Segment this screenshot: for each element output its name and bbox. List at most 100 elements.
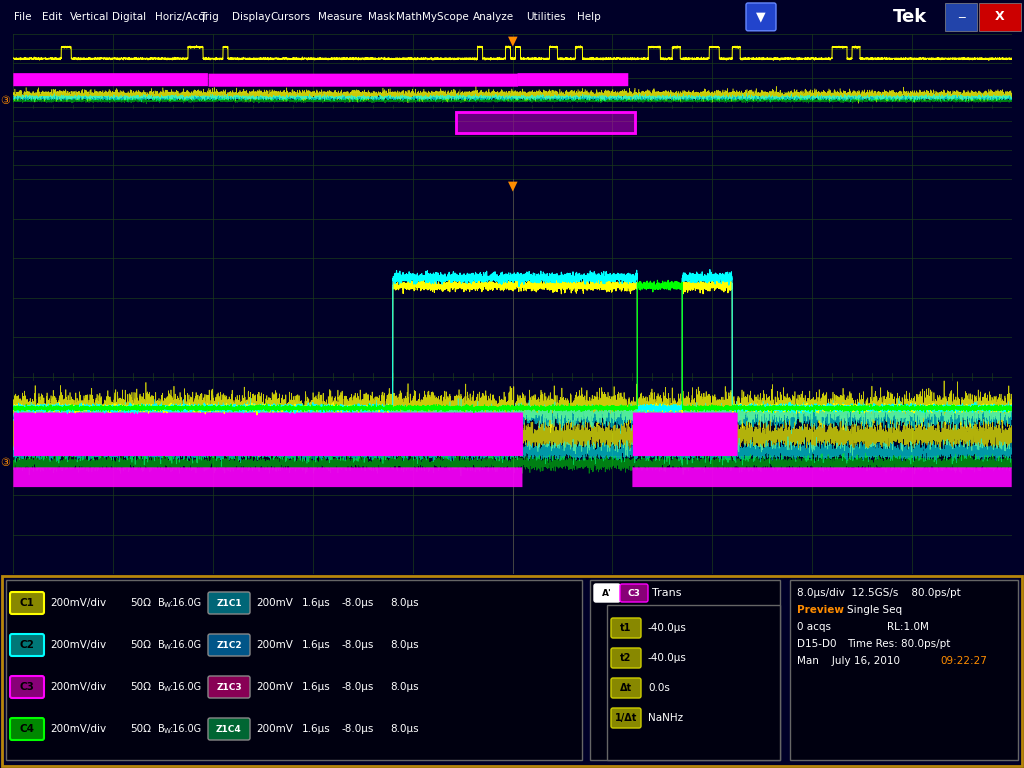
FancyBboxPatch shape — [10, 676, 44, 698]
Text: ▼: ▼ — [756, 11, 766, 23]
Text: Mask: Mask — [368, 12, 395, 22]
Text: 50Ω: 50Ω — [130, 682, 151, 692]
Bar — [590, 580, 780, 760]
Text: C1: C1 — [19, 598, 35, 608]
Text: 8.0μs: 8.0μs — [390, 598, 419, 608]
Text: 50Ω: 50Ω — [130, 724, 151, 734]
Text: B: B — [158, 598, 165, 608]
Text: 200mV/div: 200mV/div — [50, 640, 106, 650]
Text: B: B — [158, 682, 165, 692]
Text: 8.0μs: 8.0μs — [390, 724, 419, 734]
Bar — [456, 112, 635, 133]
Text: Trig: Trig — [200, 12, 219, 22]
Text: 8.0μs: 8.0μs — [390, 640, 419, 650]
Text: Trans: Trans — [652, 588, 682, 598]
Text: 200mV/div: 200mV/div — [50, 682, 106, 692]
Text: -8.0μs: -8.0μs — [342, 682, 375, 692]
Text: :16.0G: :16.0G — [170, 598, 202, 608]
Bar — [456, 112, 635, 133]
Text: 200mV: 200mV — [256, 682, 293, 692]
Bar — [607, 605, 780, 760]
Text: Time Res: 80.0ps/pt: Time Res: 80.0ps/pt — [847, 639, 950, 649]
Text: 1.6μs: 1.6μs — [302, 682, 331, 692]
Text: 8.0μs/div  12.5GS/s    80.0ps/pt: 8.0μs/div 12.5GS/s 80.0ps/pt — [797, 588, 961, 598]
Text: 200mV: 200mV — [256, 598, 293, 608]
Text: :16.0G: :16.0G — [170, 640, 202, 650]
Bar — [979, 3, 1021, 31]
Text: Analyze: Analyze — [473, 12, 514, 22]
Text: Measure: Measure — [318, 12, 362, 22]
Text: Tek: Tek — [893, 8, 927, 26]
Text: Z1C1: Z1C1 — [216, 598, 242, 607]
Text: 200mV: 200mV — [256, 640, 293, 650]
Text: 09:22:27: 09:22:27 — [940, 656, 987, 666]
Text: ③: ③ — [0, 458, 10, 468]
Text: W: W — [164, 728, 171, 734]
Text: Help: Help — [577, 12, 601, 22]
Text: NaNHz: NaNHz — [648, 713, 683, 723]
Text: Math: Math — [396, 12, 422, 22]
Bar — [945, 3, 977, 31]
Text: Man    July 16, 2010: Man July 16, 2010 — [797, 656, 900, 666]
Text: A': A' — [602, 588, 612, 598]
FancyBboxPatch shape — [611, 648, 641, 668]
Text: Edit: Edit — [42, 12, 62, 22]
Text: C3: C3 — [19, 682, 35, 692]
Text: W: W — [164, 686, 171, 692]
Text: C4: C4 — [19, 724, 35, 734]
Text: Cursors: Cursors — [270, 12, 310, 22]
Text: 200mV/div: 200mV/div — [50, 598, 106, 608]
FancyBboxPatch shape — [611, 678, 641, 698]
Text: -40.0μs: -40.0μs — [648, 623, 687, 633]
Text: 1.6μs: 1.6μs — [302, 598, 331, 608]
FancyBboxPatch shape — [208, 634, 250, 656]
Text: Z1C4: Z1C4 — [216, 724, 242, 733]
Text: Vertical: Vertical — [70, 12, 110, 22]
Text: 1.6μs: 1.6μs — [302, 640, 331, 650]
FancyBboxPatch shape — [208, 592, 250, 614]
Text: 1.6μs: 1.6μs — [302, 724, 331, 734]
Text: 0 acqs: 0 acqs — [797, 622, 831, 632]
Text: :16.0G: :16.0G — [170, 682, 202, 692]
Text: Z1C3: Z1C3 — [216, 683, 242, 691]
FancyBboxPatch shape — [611, 618, 641, 638]
Text: -8.0μs: -8.0μs — [342, 724, 375, 734]
Text: Preview: Preview — [797, 605, 844, 615]
Text: ▼: ▼ — [508, 34, 517, 47]
FancyBboxPatch shape — [746, 3, 776, 31]
Text: ▼: ▼ — [508, 179, 517, 192]
Text: W: W — [164, 644, 171, 650]
Text: MyScope: MyScope — [422, 12, 469, 22]
Text: -8.0μs: -8.0μs — [342, 598, 375, 608]
Text: X: X — [995, 11, 1005, 23]
Text: C3: C3 — [628, 588, 640, 598]
Text: 8.0μs: 8.0μs — [390, 682, 419, 692]
Text: 50Ω: 50Ω — [130, 640, 151, 650]
Bar — [790, 580, 1018, 760]
Text: ③: ③ — [0, 96, 10, 106]
Text: 200mV/div: 200mV/div — [50, 724, 106, 734]
FancyBboxPatch shape — [208, 718, 250, 740]
Text: 50Ω: 50Ω — [130, 598, 151, 608]
FancyBboxPatch shape — [611, 708, 641, 728]
Text: Digital: Digital — [112, 12, 146, 22]
Text: 0.0s: 0.0s — [648, 683, 670, 693]
FancyBboxPatch shape — [620, 584, 648, 602]
Text: File: File — [14, 12, 32, 22]
FancyBboxPatch shape — [208, 676, 250, 698]
Text: RL:1.0M: RL:1.0M — [887, 622, 929, 632]
FancyBboxPatch shape — [594, 584, 620, 602]
Text: C2: C2 — [19, 640, 35, 650]
FancyBboxPatch shape — [10, 718, 44, 740]
Text: Δt: Δt — [620, 683, 632, 693]
Text: W: W — [164, 602, 171, 608]
FancyBboxPatch shape — [10, 634, 44, 656]
Text: t1: t1 — [621, 623, 632, 633]
Text: t2: t2 — [621, 653, 632, 663]
Text: 200mV: 200mV — [256, 724, 293, 734]
Text: B: B — [158, 724, 165, 734]
FancyBboxPatch shape — [10, 592, 44, 614]
Text: 1/Δt: 1/Δt — [614, 713, 637, 723]
Text: Utilities: Utilities — [526, 12, 565, 22]
Text: Single Seq: Single Seq — [847, 605, 902, 615]
